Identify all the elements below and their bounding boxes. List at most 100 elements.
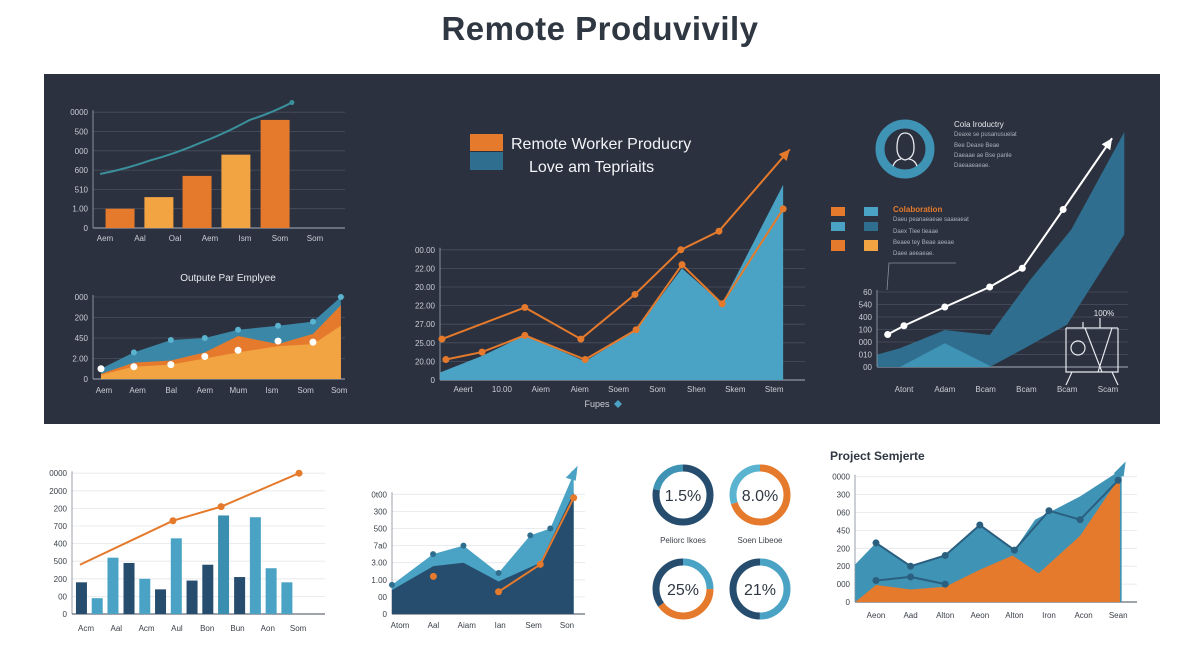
data-point: [632, 326, 640, 334]
y-tick-label: 0000: [832, 473, 850, 482]
bar: [123, 562, 135, 614]
x-tick-label: Aal: [428, 621, 440, 630]
chart-c2: Outpute Par Emplyee 0 2.00 450 200 000 Aem Aem B…: [72, 273, 347, 395]
y-tick-label: 300: [837, 491, 851, 500]
chart-c1: 0 1.00 510 600 000 500 0000 Aem Aal Oal Aem Ism Som S…: [70, 100, 345, 243]
y-tick-label: 0: [84, 224, 89, 233]
x-tick-label: 10.00: [492, 385, 513, 394]
data-point: [527, 532, 534, 539]
y-tick-label: 20.00: [415, 283, 436, 292]
x-tick-label: Bal: [165, 386, 177, 395]
bar: [91, 598, 103, 614]
y-tick-label: 700: [54, 522, 68, 531]
x-tick-label: Mum: [230, 386, 248, 395]
y-tick-label: 450: [837, 526, 851, 535]
data-point: [577, 335, 585, 343]
x-tick-label: Soem: [608, 385, 629, 394]
projector-icon: [1065, 318, 1119, 386]
data-point: [677, 246, 685, 254]
arrowhead: [1113, 461, 1126, 477]
donut-segment: [652, 558, 714, 620]
x-tick-label: Som: [297, 386, 314, 395]
data-point: [167, 361, 175, 369]
y-tick-label: 00: [378, 593, 387, 602]
x-tick-label: Bcam: [1057, 385, 1078, 394]
x-tick-label: Aiem: [571, 385, 590, 394]
percent-badge: 100%: [1094, 309, 1114, 318]
data-point: [1059, 206, 1067, 213]
x-axis-label: Fupes: [584, 399, 610, 409]
legend-swatch-orange: [470, 134, 503, 151]
data-point: [388, 581, 395, 588]
y-tick-label: 60: [863, 288, 872, 297]
data-point: [309, 338, 317, 346]
data-point: [235, 326, 242, 333]
bar: [139, 578, 151, 614]
data-point: [1076, 516, 1084, 524]
bar: [281, 582, 293, 614]
y-tick-label: 200: [837, 562, 851, 571]
y-tick-label: 300: [374, 507, 388, 516]
y-tick-label: 22.00: [415, 264, 436, 273]
bar: [265, 568, 277, 614]
side-heading: Cola Iroductry: [954, 120, 1004, 129]
y-tick-label: 00.00: [415, 246, 436, 255]
data-point: [130, 363, 138, 371]
y-tick-label: 100: [859, 326, 873, 335]
data-point: [547, 525, 554, 532]
data-point: [478, 348, 486, 356]
x-tick-label: Atom: [391, 621, 410, 630]
chart-title: Project Semjerte: [830, 449, 925, 463]
line-series: [875, 479, 1119, 568]
x-tick-label: Aem: [97, 234, 114, 243]
data-point: [581, 356, 589, 364]
bar: [221, 154, 251, 228]
data-point: [872, 539, 880, 547]
data-point: [167, 337, 174, 344]
data-point: [234, 346, 242, 354]
x-tick-label: Aem: [202, 234, 219, 243]
x-tick-label: Alton: [1005, 611, 1023, 620]
x-tick-label: Aem: [129, 386, 146, 395]
y-tick-label: 00: [58, 592, 67, 601]
legend-label: Remote Worker Producry: [511, 136, 691, 153]
donut-chart: 1.5% Peliorc Ikoes: [652, 464, 714, 545]
data-point: [907, 562, 915, 570]
y-tick-label: 3.00: [371, 559, 387, 568]
y-tick-label: 0000: [49, 469, 67, 478]
callout-line: [886, 262, 956, 291]
donut-value: 25%: [667, 582, 699, 599]
user-avatar-icon: [892, 132, 918, 167]
side-info-panel: Cola Iroductry Deaxe se pusanusuelat Bee D…: [831, 119, 1119, 386]
y-tick-label: 0: [84, 375, 89, 384]
chart-c3: 0 20.00 25.00 27.00 22.00 20.00 22.00 00.00 Aeer…: [415, 134, 805, 409]
x-tick-label: Ism: [266, 386, 279, 395]
x-tick-label: Som: [307, 234, 324, 243]
data-point: [872, 577, 880, 585]
y-tick-label: 00: [863, 363, 872, 372]
side-text-line: Deaxe se pusanusuelat: [954, 132, 1017, 138]
x-tick-label: Aiem: [532, 385, 551, 394]
x-tick-label: Sem: [525, 621, 542, 630]
y-tick-label: 27.00: [415, 320, 436, 329]
x-tick-label: Aad: [903, 611, 917, 620]
data-point: [130, 349, 137, 356]
line-series: [79, 472, 300, 566]
legend-swatch: [864, 222, 878, 231]
data-point: [97, 365, 105, 373]
x-tick-label: Adam: [934, 385, 955, 394]
x-tick-label: Skem: [725, 385, 746, 394]
y-tick-label: 400: [54, 540, 68, 549]
x-tick-label: Aeon: [970, 611, 989, 620]
x-tick-label: Bcam: [975, 385, 996, 394]
data-point: [295, 469, 303, 477]
legend-text-line: Daee aeeaeae.: [893, 251, 934, 257]
x-tick-label: Aeon: [867, 611, 886, 620]
x-tick-label: Aeert: [453, 385, 473, 394]
y-tick-label: 0t00: [371, 490, 387, 499]
x-tick-label: Aiam: [458, 621, 477, 630]
x-tick-label: Bon: [200, 624, 214, 633]
data-point: [1114, 476, 1122, 484]
